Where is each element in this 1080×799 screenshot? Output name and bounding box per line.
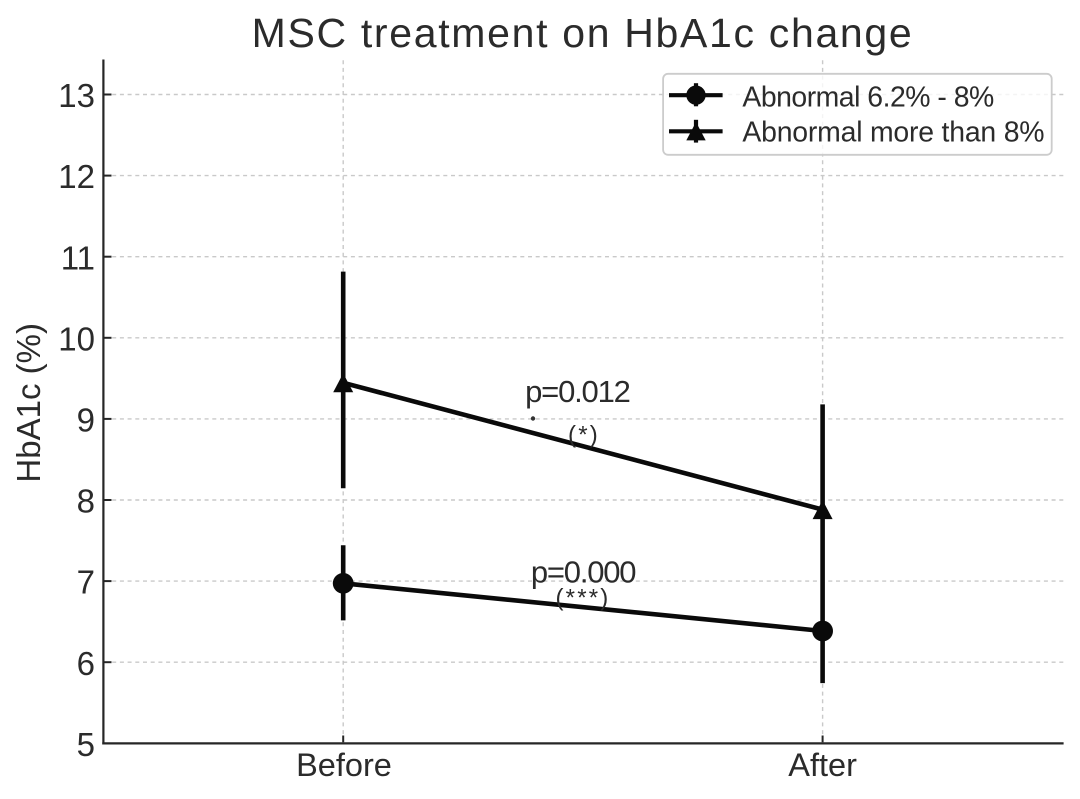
svg-text:p=0.000: p=0.000 <box>531 555 636 590</box>
svg-text:Abnormal more than 8%: Abnormal more than 8% <box>742 117 1044 149</box>
svg-text:(*): (*) <box>568 422 600 449</box>
svg-text:p=0.012: p=0.012 <box>525 374 630 409</box>
svg-text:5: 5 <box>77 726 95 763</box>
svg-text:After: After <box>788 747 857 783</box>
svg-text:6: 6 <box>77 645 95 682</box>
svg-text:Before: Before <box>296 747 392 783</box>
svg-text:9: 9 <box>77 402 95 439</box>
svg-text:8: 8 <box>77 483 95 520</box>
svg-text:7: 7 <box>77 564 95 601</box>
svg-text:12: 12 <box>58 158 95 195</box>
svg-text:MSC treatment on HbA1c change: MSC treatment on HbA1c change <box>252 10 914 56</box>
svg-text:10: 10 <box>58 320 95 357</box>
svg-text:HbA1c (%): HbA1c (%) <box>10 323 47 483</box>
svg-text:(***): (***) <box>555 585 610 612</box>
svg-text:Abnormal 6.2% - 8%: Abnormal 6.2% - 8% <box>742 81 994 113</box>
svg-text:13: 13 <box>58 77 95 114</box>
svg-text:11: 11 <box>61 239 95 276</box>
